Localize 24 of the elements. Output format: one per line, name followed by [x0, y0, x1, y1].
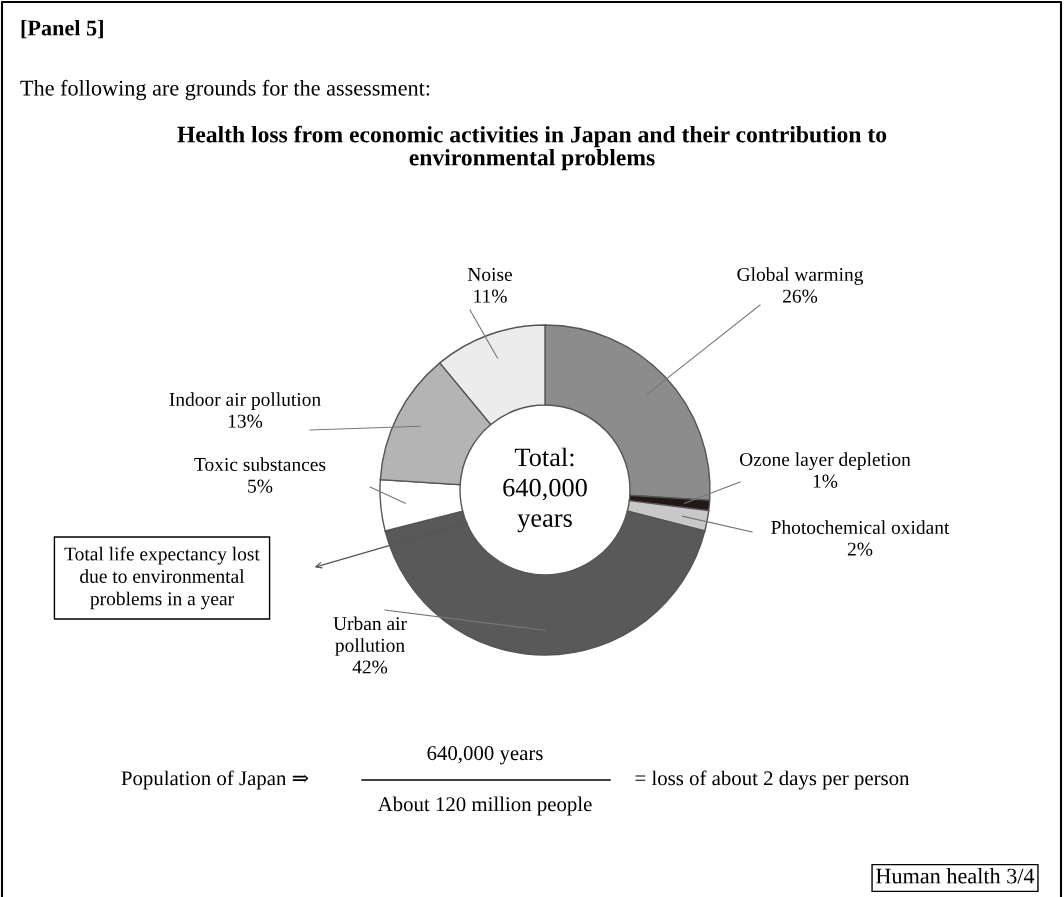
slice-label: Toxic substances — [194, 457, 326, 472]
slice-label: Ozone layer depletion — [739, 452, 911, 470]
data-label: 42% — [352, 660, 388, 674]
text: 640,000 years — [427, 746, 543, 765]
data-label: 2% — [847, 542, 873, 556]
text: Population of Japan ⇒ — [121, 770, 309, 790]
text: Total: 640,000 years — [503, 447, 587, 533]
data-label: 13% — [228, 414, 263, 428]
slice-label: Photochemical oxidant — [771, 520, 950, 535]
text: = loss of about 2 days per person — [635, 770, 910, 790]
text: About 120 million people — [377, 796, 592, 816]
slice-label: Indoor air pollution — [169, 392, 321, 410]
slice-label: Global warming — [737, 267, 864, 285]
data-label: 1% — [813, 474, 838, 488]
data-label: 26% — [783, 289, 818, 303]
slice-label: Urban air pollution — [333, 616, 407, 656]
chart-title: Health loss from economic activities in Japan and their contribution to environmental problems — [177, 125, 887, 171]
data-label: 5% — [248, 479, 273, 493]
slice-label: Noise — [467, 267, 513, 282]
text: Total life expectancy lost due to environmental problems in a year — [64, 546, 260, 610]
data-label: 11% — [474, 289, 507, 303]
text: [Panel 5] — [21, 19, 103, 39]
text: The following are grounds for the assessment: — [20, 79, 430, 101]
text: Human health 3/4 — [876, 867, 1035, 884]
